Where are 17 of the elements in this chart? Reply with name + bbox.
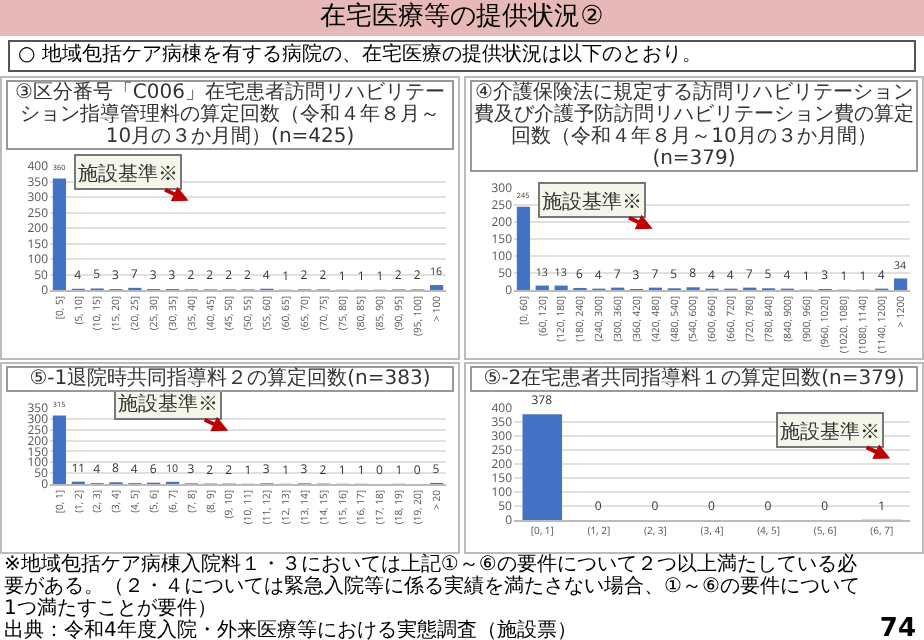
- annotation: 施設基準※: [542, 186, 642, 214]
- text: 在宅医療等の提供状況②: [0, 0, 924, 36]
- text: ※地域包括ケア病棟入院料１・３においては上記①～⑥の要件について２つ以上満たしている必要がある。（２・４については緊急入院等に係る実績を満たさない場合、①～⑥の要件について1つ満たすことが要件）: [4, 554, 862, 620]
- chart-title: ⑤-1退院時共同指導料２の算定回数(n=383): [6, 366, 454, 392]
- chart-title: ④介護保険法に規定する訪問リハビリテーション費及び介護予防訪問リハビリテーション費の算定回数（令和４年８月～10月の３か月間）(n=379): [470, 80, 918, 172]
- text: ○ 地域包括ケア病棟を有する病院の、在宅医療の提供状況は以下のとおり。: [8, 40, 916, 72]
- text: 74: [877, 614, 918, 640]
- annotation: 施設基準※: [118, 388, 218, 416]
- bar: [516, 206, 531, 290]
- bar: [52, 178, 67, 290]
- annotation: 施設基準※: [78, 158, 178, 186]
- chart-title: ⑤-2在宅患者共同指導料１の算定回数(n=379): [470, 366, 918, 392]
- bar: [52, 415, 67, 484]
- chart-title: ③区分番号「C006」在宅患者訪問リハビリテーション指導管理料の算定回数（令和４年８月～10月の３か月間）(n=425): [6, 80, 454, 150]
- bar: [893, 278, 908, 290]
- source-note: 出典：令和4年度入院・外来医療等における実態調査（施設票）: [4, 620, 579, 640]
- annotation: 施設基準※: [780, 416, 880, 444]
